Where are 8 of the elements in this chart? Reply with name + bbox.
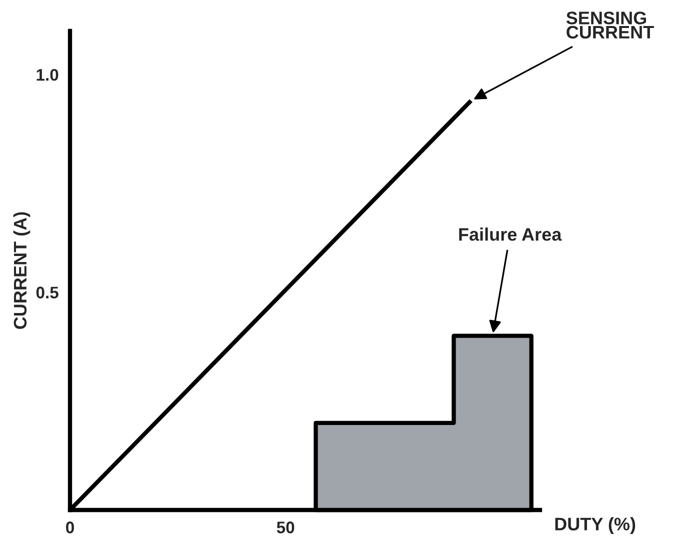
annotation: SENSING CURRENT (566, 12, 654, 39)
y-axis-title: CURRENT (A) (13, 212, 30, 329)
annotation: Failure Area (459, 228, 562, 241)
x-axis-title: DUTY (%) (555, 517, 636, 534)
y-tick-label: 1.0 (36, 68, 58, 81)
x-tick-label: 0 (66, 522, 74, 534)
y-tick-label: 0.5 (36, 286, 58, 298)
x-tick-label: 50 (276, 522, 294, 534)
